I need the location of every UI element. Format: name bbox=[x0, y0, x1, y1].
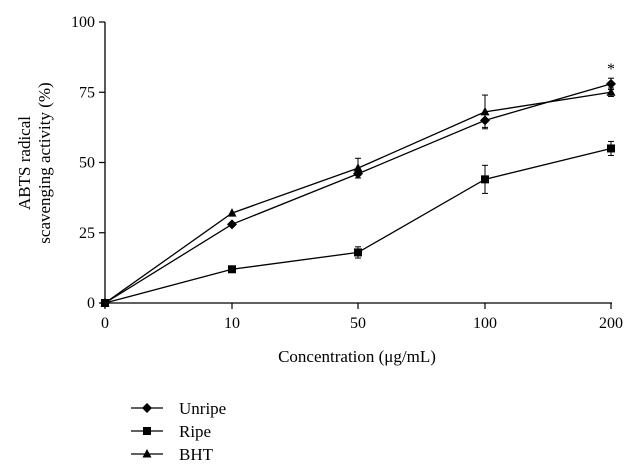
point-unripe bbox=[606, 78, 616, 89]
point-ripe bbox=[607, 144, 615, 153]
x-tick-label: 10 bbox=[224, 315, 240, 332]
point-unripe bbox=[480, 115, 490, 126]
x-tick-label: 50 bbox=[350, 315, 366, 332]
y-axis-title: ABTS radical scavenging activity (%) bbox=[15, 82, 54, 243]
legend-label: Unripe bbox=[179, 399, 226, 418]
point-ripe bbox=[228, 265, 236, 274]
x-tick-label: 200 bbox=[599, 315, 623, 332]
point-unripe bbox=[227, 219, 237, 230]
point-ripe bbox=[481, 175, 489, 184]
y-ticks: 0 25 50 75 100 bbox=[71, 14, 105, 312]
series-markers bbox=[100, 78, 616, 308]
y-tick-label: 50 bbox=[79, 155, 95, 172]
x-ticks: 0 10 50 100 200 bbox=[101, 303, 623, 332]
significance-annotation: * bbox=[607, 61, 615, 78]
point-bht bbox=[480, 106, 490, 116]
y-axis-title-line2: scavenging activity (%) bbox=[35, 82, 54, 243]
series-lines bbox=[104, 83, 612, 304]
legend-marker bbox=[142, 403, 152, 413]
point-ripe bbox=[354, 248, 362, 257]
x-tick-label: 100 bbox=[473, 315, 497, 332]
y-tick-label: 75 bbox=[79, 84, 95, 101]
y-tick-label: 0 bbox=[87, 295, 95, 312]
legend: Unripe Ripe BHT bbox=[131, 399, 226, 464]
y-axis-title-line1: ABTS radical bbox=[15, 116, 34, 210]
x-tick-label: 0 bbox=[101, 315, 109, 332]
x-axis-title: Concentration (μg/mL) bbox=[278, 347, 436, 366]
y-tick-label: 25 bbox=[79, 225, 95, 242]
point-bht bbox=[227, 208, 237, 217]
series-line-bht bbox=[104, 91, 612, 304]
point-bht bbox=[100, 298, 110, 307]
y-tick-label: 100 bbox=[71, 14, 95, 31]
point-bht bbox=[606, 87, 616, 96]
legend-label: BHT bbox=[179, 445, 214, 464]
series-line-unripe bbox=[104, 83, 612, 304]
legend-label: Ripe bbox=[179, 422, 211, 441]
legend-marker bbox=[143, 427, 151, 435]
point-bht bbox=[353, 163, 363, 172]
legend-marker bbox=[142, 449, 152, 458]
